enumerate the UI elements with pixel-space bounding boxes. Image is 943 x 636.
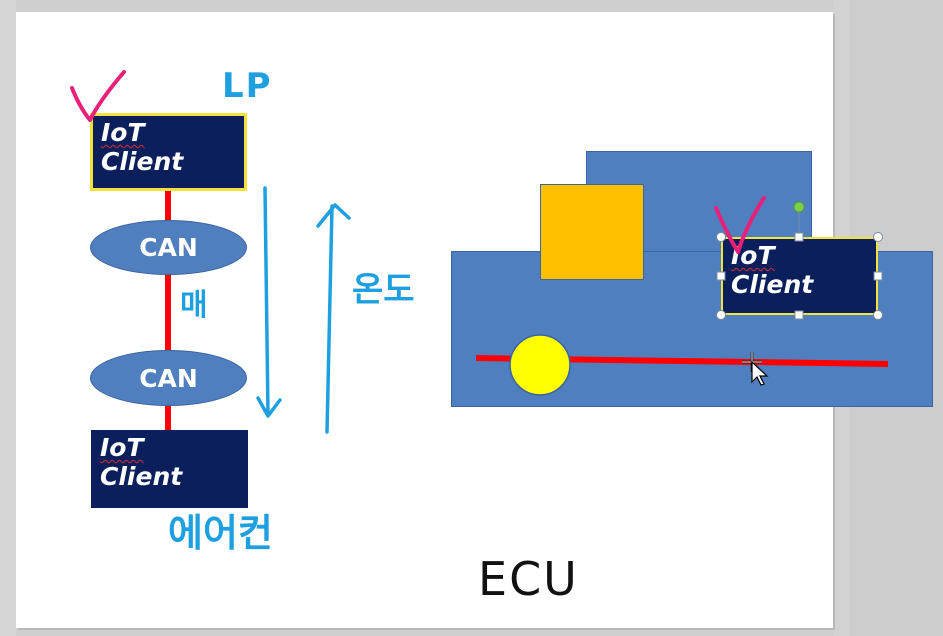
orange-block[interactable] [540,184,644,280]
rotate-handle [793,201,805,213]
selection-handles[interactable] [716,232,883,320]
editor-left-gutter [0,0,16,636]
arrow-cursor-icon [751,360,769,386]
pink-check-right [714,196,766,254]
iot-client-top-line1: IoT [101,118,145,147]
handwriting-ecu: ECU [478,552,579,606]
pink-check-left [70,70,126,122]
can-node-bottom[interactable]: CAN [90,350,247,406]
iot-client-bottom-line2: Client [100,462,183,491]
iot-client-bottom[interactable]: IoT Client [91,430,248,508]
arrow-down [256,186,282,418]
iot-client-top-line2: Client [101,147,184,176]
yellow-circle [509,334,571,396]
iot-client-bottom-line1: IoT [100,433,144,462]
handwriting-lp: LP [222,66,273,106]
iot-client-top[interactable]: IoT Client [90,113,247,191]
can-node-top[interactable]: CAN [90,220,247,275]
handwriting-temp: 온도 [352,270,415,310]
can-node-top-label: CAN [139,233,198,262]
handwriting-aircon: 에어컨 [168,511,273,555]
arrow-up [316,203,351,434]
handwriting-wire: 매 [180,288,208,323]
can-node-bottom-label: CAN [139,363,198,393]
iot-client-car-line2: Client [731,270,814,299]
